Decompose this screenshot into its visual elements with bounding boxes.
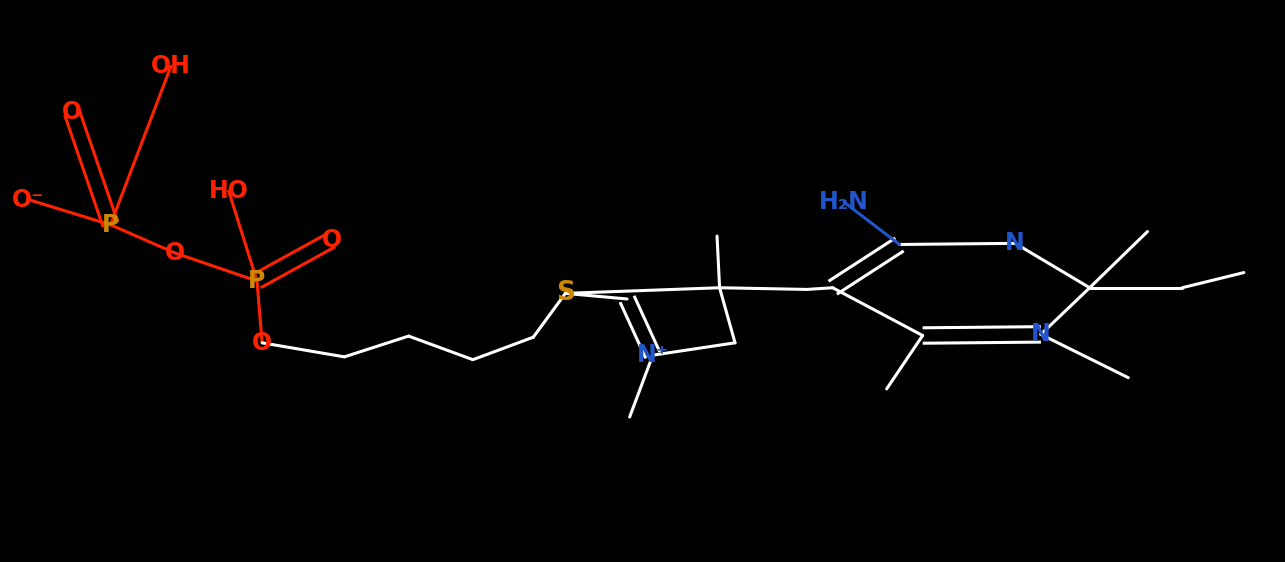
Text: O: O: [164, 241, 185, 265]
Text: P: P: [248, 269, 266, 293]
Text: O: O: [321, 228, 342, 252]
Text: O: O: [252, 331, 272, 355]
Text: OH: OH: [150, 55, 191, 78]
Text: H₂N: H₂N: [820, 191, 869, 214]
Text: O: O: [62, 101, 82, 124]
Text: N: N: [1031, 323, 1051, 346]
Text: P: P: [102, 213, 120, 237]
Text: N⁺: N⁺: [636, 343, 669, 367]
Text: HO: HO: [208, 179, 249, 203]
Text: S: S: [556, 280, 574, 306]
Text: N: N: [1005, 232, 1025, 255]
Text: O⁻: O⁻: [12, 188, 45, 211]
